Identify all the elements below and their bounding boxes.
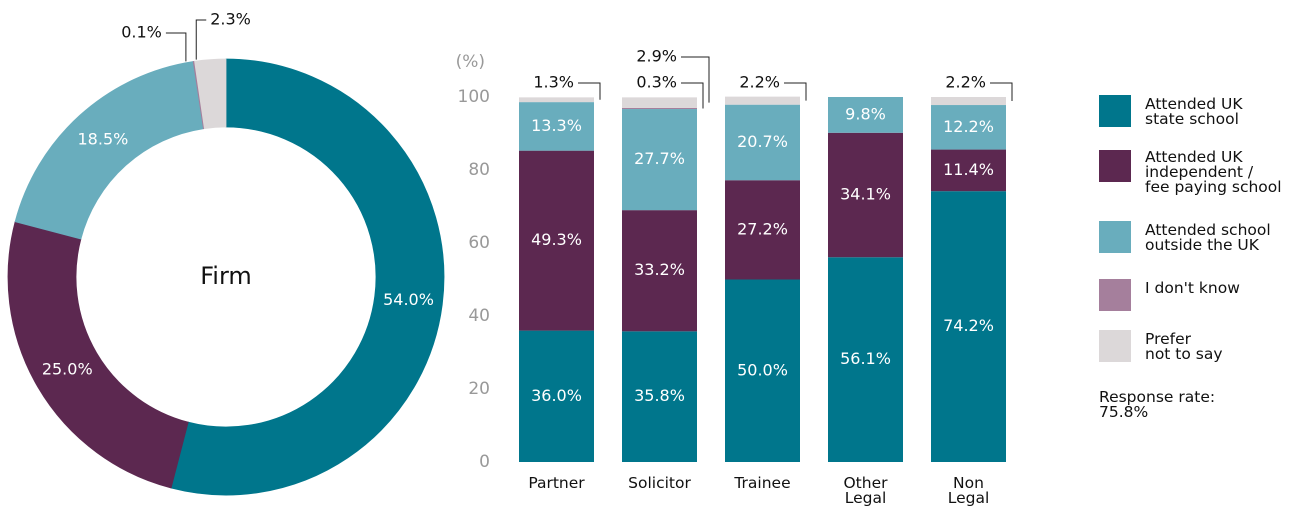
bar-label: 2.2% [945,73,986,92]
y-tick-label: 0 [479,452,490,472]
bar-label: 0.3% [636,73,677,92]
donut-slice [170,58,445,496]
bar-segment [622,210,697,332]
bar-segment [622,109,697,211]
slice-label: 54.0% [383,290,434,309]
slice-label: 25.0% [42,360,93,379]
legend-label: Prefer not to say [1145,330,1223,363]
callout-line [990,82,1013,102]
bar-segment [519,102,594,151]
x-tick-label: Other Legal [843,474,888,507]
bar-label: 20.7% [737,132,788,151]
bar-segment [931,149,1006,192]
bar-segment [828,132,903,258]
y-tick-label: 60 [468,233,490,253]
donut-slice [7,221,189,489]
legend-swatch [1099,221,1131,253]
y-tick-label: 100 [458,87,490,107]
bar-label: 27.7% [634,149,685,168]
bar-segment [622,107,697,110]
bar-label: 36.0% [531,386,582,405]
y-axis-label: (%) [456,52,485,72]
bar-segment [931,191,1006,463]
donut-center-title: Firm [200,262,252,290]
bar-segment [828,257,903,462]
bar-segment [519,150,594,331]
x-tick-label: Solicitor [628,474,691,492]
x-tick-label: Partner [528,474,585,492]
bar-label: 33.2% [634,260,685,279]
bar-segment [725,279,800,462]
bar-segment [519,97,594,103]
donut-slice [194,58,227,130]
slice-label: 2.3% [210,10,251,29]
x-tick-label: Trainee [734,474,791,492]
bar-label: 27.2% [737,219,788,238]
bar-segment [725,96,800,105]
donut-slice [14,61,204,240]
legend-swatch [1099,95,1131,127]
legend-label: Attended UK independent / fee paying sch… [1145,148,1282,196]
legend-label: Attended UK state school [1145,95,1243,128]
bar-segment [622,331,697,462]
bar-label: 12.2% [943,117,994,136]
bar-label: 1.3% [533,73,574,92]
bar-label: 34.1% [840,185,891,204]
bar-segment [519,330,594,462]
y-tick-label: 20 [468,379,490,399]
bar-segment [725,104,800,181]
bar-label: 50.0% [737,360,788,379]
x-tick-label: Non Legal [947,474,990,507]
bar-label: 2.2% [739,73,780,92]
bar-segment [725,180,800,280]
bar-segment [622,97,697,108]
slice-label: 18.5% [78,130,129,149]
y-tick-label: 80 [468,160,490,180]
bar-label: 2.9% [636,47,677,66]
slice-label: 0.1% [121,23,162,42]
bar-label: 13.3% [531,116,582,135]
bar-label: 56.1% [840,349,891,368]
callout-line [578,82,601,100]
bar-label: 49.3% [531,230,582,249]
callout-line [681,82,704,109]
callout-line [681,56,710,103]
bar-label: 35.8% [634,386,685,405]
bar-segment [828,97,903,133]
bar-segment [931,105,1006,150]
bar-label: 11.4% [943,160,994,179]
callout-line [165,32,187,62]
legend-swatch [1099,150,1131,182]
legend-label: I don't know [1145,279,1240,297]
bar-segment [931,97,1006,106]
y-tick-label: 40 [468,306,490,326]
legend-swatch [1099,330,1131,362]
legend-label: Attended school outside the UK [1145,221,1271,254]
bar-label: 9.8% [845,104,886,123]
bar-label: 74.2% [943,316,994,335]
annotation: Response rate: 75.8% [1099,388,1216,421]
legend-swatch [1099,279,1131,311]
callout-line [195,19,207,60]
callout-line [784,82,807,101]
